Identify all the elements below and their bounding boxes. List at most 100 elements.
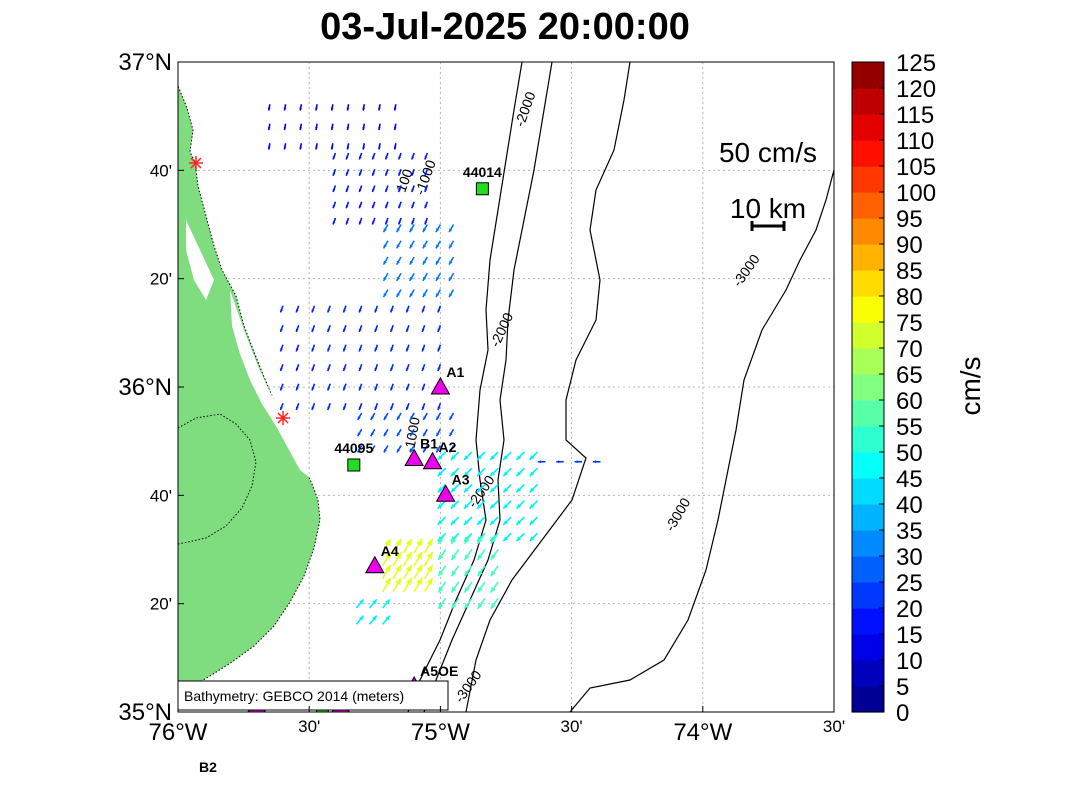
current-vector [489,451,499,461]
colorbar-bin [852,88,884,115]
current-vector [421,324,426,333]
colorbar-tick-label: 20 [896,596,923,623]
current-vector [342,305,347,313]
current-vector [383,445,389,453]
contour-3000m-east [569,169,834,712]
current-vector [529,451,539,461]
current-vector [345,152,350,160]
current-vector [283,143,287,150]
current-vector [502,532,512,542]
colorbar-tick-label: 80 [896,284,923,311]
current-vector [477,581,486,593]
current-vector [346,143,350,150]
current-vector [389,305,394,313]
current-vector [476,483,486,493]
current-vector [476,451,486,461]
station-label: 44095 [334,440,373,456]
mooring-marker[interactable]: A3 [435,471,470,502]
current-vector [411,152,415,160]
buoy-marker[interactable]: 44014 [463,164,502,196]
current-vector [409,272,415,282]
current-vector [515,500,525,510]
current-vector [392,564,402,580]
current-vector [342,363,347,372]
current-vector [411,201,415,209]
current-vector [396,412,402,421]
colorbar-bin [852,296,884,323]
current-vector [450,451,460,461]
reference-vector-label: 50 cm/s [719,137,817,168]
current-vector [332,201,337,209]
y-tick-label: 40' [150,486,172,505]
current-vector [490,597,499,610]
current-vector [529,500,539,510]
contour-1000m [423,62,553,712]
radar-site-star [276,411,290,425]
current-vector [489,467,499,477]
current-vector [371,217,376,225]
current-vector [435,224,442,233]
current-vector [437,305,442,313]
current-vector [332,152,337,160]
bathymetry-contours [407,62,834,712]
current-vector [411,168,415,176]
current-vector [393,143,397,150]
current-vector [392,551,402,567]
current-vector [409,240,415,249]
current-vector [315,143,318,150]
current-vector [409,428,415,437]
current-vector [362,104,366,111]
current-vector [422,240,428,249]
current-vector [311,305,316,313]
current-vector [267,104,271,111]
map-area[interactable]: 100-1000-2000-2000-1000-2000-3000-3000-3… [178,62,834,712]
mooring-marker[interactable]: A2 [422,439,457,470]
current-vector [346,104,350,111]
buoy-marker[interactable]: 44095 [334,440,373,472]
current-vector [345,168,350,176]
current-vector [342,324,347,333]
current-vector [450,516,460,526]
current-vector [382,615,391,625]
current-vector [402,564,413,580]
current-vector [370,412,376,421]
land-peninsula [178,413,257,545]
mooring-marker[interactable]: A4 [364,543,399,574]
current-vector [413,564,423,580]
y-tick-label: 40' [150,161,172,180]
current-vector [477,565,486,577]
mooring-marker[interactable]: B1 [404,436,438,466]
current-vector [362,123,366,131]
colorbar-tick-label: 35 [896,518,923,545]
current-vector [395,224,402,233]
current-vector [529,483,539,493]
current-vector [358,383,363,391]
colorbar-bin [852,192,884,219]
y-tick-label: 37°N [118,49,172,76]
current-vector [437,324,442,333]
current-vector [421,305,426,313]
current-vector [422,224,428,233]
colorbar-bin [852,608,884,635]
current-vector [397,152,402,160]
current-vector [413,577,423,593]
radar-sites [189,156,290,425]
current-vector [374,324,379,333]
current-vector [397,217,402,225]
colorbar-tick-label: 50 [896,440,923,467]
colorbar-bin [852,374,884,401]
colorbar-tick-label: 55 [896,414,923,441]
mooring-marker[interactable]: A1 [430,364,465,395]
colorbar-tick-label: 15 [896,622,923,649]
current-vector [476,516,486,526]
colorbar-bin [852,686,884,713]
current-vector [435,240,442,249]
colorbar-tick-label: 110 [896,128,934,155]
current-vector [448,289,455,298]
current-vector [402,538,413,554]
current-vector [311,324,316,333]
current-vector [356,428,363,437]
current-vector [450,549,460,561]
colorbar-bin [852,218,884,245]
